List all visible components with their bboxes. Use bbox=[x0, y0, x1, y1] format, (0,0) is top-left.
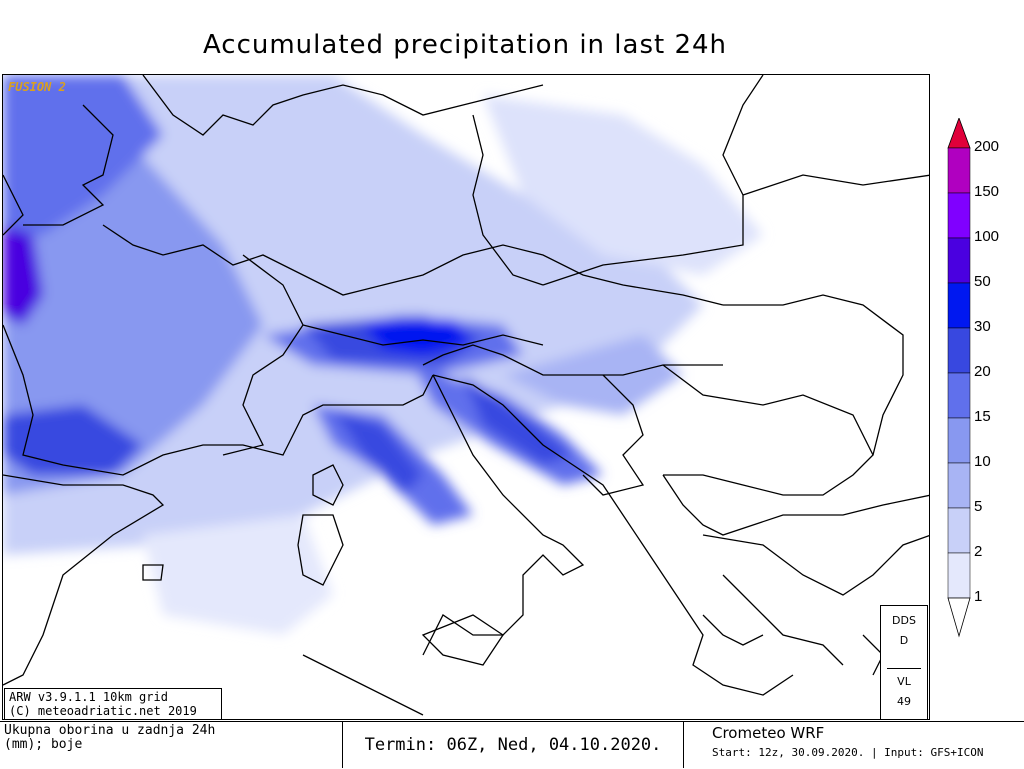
legend-swatch bbox=[947, 417, 971, 464]
legend-swatch bbox=[947, 282, 971, 329]
dds-box: DDS D VL 49 bbox=[880, 605, 928, 720]
model-badge: FUSION 2 bbox=[8, 80, 66, 94]
legend-label: 30 bbox=[974, 318, 991, 335]
legend-swatch bbox=[947, 237, 971, 284]
version-line: ARW v3.9.1.1 10km grid bbox=[9, 690, 168, 704]
legend-swatch bbox=[947, 507, 971, 554]
dds-label: DDS bbox=[892, 614, 916, 627]
legend-label: 10 bbox=[974, 453, 991, 470]
model-name: Crometeo WRF bbox=[712, 724, 825, 742]
borders-and-coastlines bbox=[3, 75, 929, 716]
description-line2: (mm); boje bbox=[4, 737, 83, 752]
vl-value: 49 bbox=[897, 695, 911, 708]
map-canvas bbox=[3, 75, 929, 716]
legend-swatch bbox=[947, 327, 971, 374]
legend-swatch bbox=[947, 462, 971, 509]
legend-label: 2 bbox=[974, 543, 983, 560]
legend-bottom-arrow bbox=[947, 597, 971, 638]
legend-label: 5 bbox=[974, 498, 983, 515]
precipitation-field bbox=[3, 75, 763, 635]
vl-label: VL bbox=[897, 675, 911, 688]
legend-label: 200 bbox=[974, 138, 1000, 155]
termin-text: Termin: 06Z, Ned, 04.10.2020. bbox=[342, 722, 684, 768]
legend-label: 1 bbox=[974, 588, 983, 605]
description: Ukupna oborina u zadnja 24h (mm); boje bbox=[4, 724, 340, 752]
description-line1: Ukupna oborina u zadnja 24h bbox=[4, 723, 216, 738]
legend-label: 100 bbox=[974, 228, 1000, 245]
precipitation-map bbox=[2, 74, 930, 720]
legend-swatch bbox=[947, 372, 971, 419]
legend-label: 15 bbox=[974, 408, 991, 425]
legend-swatch bbox=[947, 552, 971, 599]
model-info: Crometeo WRF Start: 12z, 30.09.2020. | I… bbox=[690, 724, 1020, 759]
dds-divider bbox=[887, 668, 921, 669]
copyright-line: (C) meteoadriatic.net 2019 bbox=[9, 704, 197, 718]
legend-label: 50 bbox=[974, 273, 991, 290]
start-info: Start: 12z, 30.09.2020. | Input: GFS+ICO… bbox=[712, 746, 984, 759]
color-scale-legend bbox=[947, 118, 971, 638]
footer: Ukupna oborina u zadnja 24h (mm); boje T… bbox=[0, 721, 1024, 769]
version-box: ARW v3.9.1.1 10km grid (C) meteoadriatic… bbox=[4, 688, 222, 720]
legend-swatch bbox=[947, 147, 971, 194]
legend-swatch bbox=[947, 192, 971, 239]
legend-label: 150 bbox=[974, 183, 1000, 200]
legend-top-arrow bbox=[947, 118, 971, 149]
dds-value: D bbox=[899, 634, 909, 647]
legend-label: 20 bbox=[974, 363, 991, 380]
map-title: Accumulated precipitation in last 24h bbox=[202, 30, 728, 60]
